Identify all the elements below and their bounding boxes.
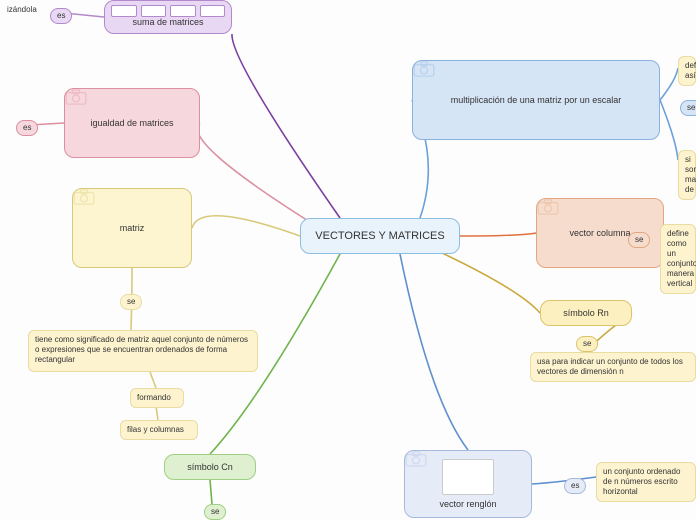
label-text: usa para indicar un conjunto de todos lo… — [537, 357, 683, 376]
edge — [460, 233, 536, 236]
label-vreng_def: un conjunto ordenado de n números escrit… — [596, 462, 696, 502]
edge — [156, 406, 158, 420]
node-label: matriz — [120, 223, 145, 233]
label-text: define como un conjunto manera vertical — [667, 229, 696, 288]
connector-text: se — [687, 103, 695, 112]
node-vreng[interactable]: vector renglón — [404, 450, 532, 518]
node-label: igualdad de matrices — [90, 118, 173, 128]
label-rn_def: usa para indicar un conjunto de todos lo… — [530, 352, 696, 382]
connector-text: es — [23, 123, 31, 132]
node-label: multiplicación de una matriz por un esca… — [451, 95, 622, 105]
connector-text: se — [635, 235, 643, 244]
node-label: vector columna — [569, 228, 630, 238]
connector-se2: se — [680, 100, 696, 116]
edge — [210, 480, 212, 504]
edge — [232, 34, 340, 218]
label-filas: filas y columnas — [120, 420, 198, 440]
connector-text: se — [127, 297, 135, 306]
connector-text: se — [583, 339, 591, 348]
connector-es3: es — [564, 478, 586, 494]
connector-se3: se — [628, 232, 650, 248]
node-cn[interactable]: símbolo Cn — [164, 454, 256, 480]
edge — [197, 123, 310, 222]
connector-es1: es — [50, 8, 72, 24]
node-label: símbolo Cn — [187, 462, 233, 472]
label-text: un conjunto ordenado de n números escrit… — [603, 467, 680, 496]
label-text: definición así — [685, 61, 696, 80]
connector-es2: es — [16, 120, 38, 136]
connector-text: es — [571, 481, 579, 490]
label-mult_def2: si son matrices de — [678, 150, 696, 200]
node-igualdad[interactable]: igualdad de matrices — [64, 88, 200, 158]
node-suma[interactable]: suma de matrices — [104, 0, 232, 34]
label-matriz_def: tiene como significado de matriz aquel c… — [28, 330, 258, 372]
connector-se4: se — [576, 336, 598, 352]
label-text: tiene como significado de matriz aquel c… — [35, 335, 248, 364]
edge — [660, 100, 678, 160]
edge — [400, 254, 468, 450]
label-vcol_def: define como un conjunto manera vertical — [660, 224, 696, 294]
connector-text: se — [211, 507, 219, 516]
label-text: filas y columnas — [127, 425, 184, 434]
edge — [192, 216, 300, 236]
center-node[interactable]: VECTORES Y MATRICES — [300, 218, 460, 254]
node-mult[interactable]: multiplicación de una matriz por un esca… — [412, 60, 660, 140]
label-izandola: izándola — [0, 0, 40, 20]
label-text: izándola — [7, 5, 37, 14]
connector-se1: se — [120, 294, 142, 310]
label-mult_def1: definición así — [678, 56, 696, 86]
connector-se5: se — [204, 504, 226, 520]
label-text: si son matrices de — [685, 155, 696, 194]
node-label: símbolo Rn — [563, 308, 609, 318]
node-label: vector renglón — [439, 499, 496, 509]
node-label: suma de matrices — [132, 17, 203, 27]
edge — [150, 372, 156, 388]
label-formando: formando — [130, 388, 184, 408]
node-matriz[interactable]: matriz — [72, 188, 192, 268]
connector-text: es — [57, 11, 65, 20]
center-label: VECTORES Y MATRICES — [315, 230, 444, 242]
edge — [660, 68, 678, 100]
label-text: formando — [137, 393, 171, 402]
edge — [440, 252, 540, 313]
node-rn[interactable]: símbolo Rn — [540, 300, 632, 326]
